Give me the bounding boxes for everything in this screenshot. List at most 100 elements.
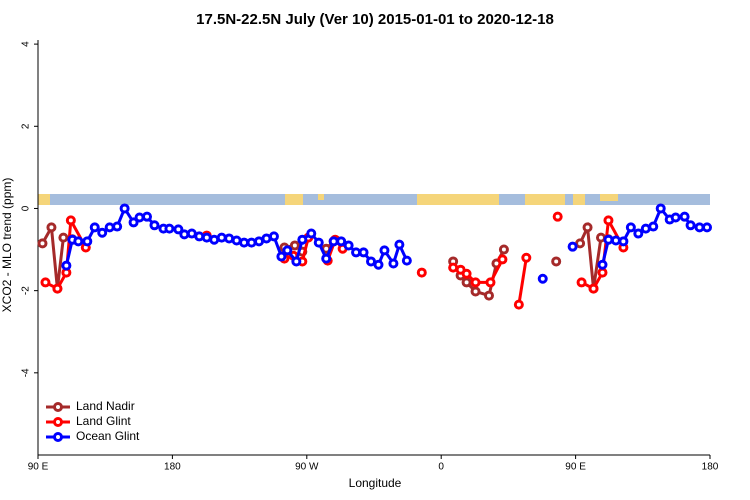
data-point xyxy=(336,236,347,247)
legend-marker xyxy=(53,432,63,442)
data-point xyxy=(483,290,494,301)
data-point xyxy=(73,236,84,247)
data-point xyxy=(173,224,184,235)
data-point xyxy=(575,238,586,249)
data-point xyxy=(104,222,115,233)
data-point xyxy=(485,277,496,288)
x-tick-label: 180 xyxy=(702,462,719,473)
y-tick-label: -4 xyxy=(21,368,32,377)
data-point xyxy=(58,232,69,243)
data-point xyxy=(246,237,257,248)
data-point xyxy=(366,256,377,267)
data-point xyxy=(289,240,300,251)
x-tick-label: 90 W xyxy=(295,462,319,473)
data-point xyxy=(52,283,63,294)
data-point xyxy=(521,252,532,263)
data-point xyxy=(291,256,302,267)
data-point xyxy=(46,222,57,233)
data-point xyxy=(61,260,72,271)
data-point xyxy=(268,231,279,242)
y-tick-label: 2 xyxy=(21,123,32,129)
x-tick-label: 0 xyxy=(438,462,444,473)
data-point xyxy=(194,231,205,242)
legend-marker xyxy=(53,402,63,412)
x-axis-title: Longitude xyxy=(349,476,402,490)
data-point xyxy=(513,299,524,310)
data-point xyxy=(670,212,681,223)
data-point xyxy=(567,241,578,252)
data-point xyxy=(231,235,242,246)
data-point xyxy=(679,211,690,222)
data-point xyxy=(351,247,362,258)
data-point xyxy=(97,227,108,238)
data-point xyxy=(276,251,287,262)
data-point xyxy=(685,220,696,231)
data-point xyxy=(537,273,548,284)
chart-title: 17.5N-22.5N July (Ver 10) 2015-01-01 to … xyxy=(196,11,554,28)
legend-text: Land Glint xyxy=(76,414,131,428)
data-point xyxy=(306,228,317,239)
data-point xyxy=(694,222,705,233)
data-point xyxy=(164,223,175,234)
data-point xyxy=(40,277,51,288)
data-point xyxy=(142,211,153,222)
series xyxy=(40,211,629,310)
data-point xyxy=(461,277,472,288)
x-tick-label: 90 E xyxy=(565,462,586,473)
data-point xyxy=(388,258,399,269)
data-point xyxy=(470,286,481,297)
data-point xyxy=(321,253,332,264)
data-point xyxy=(128,217,139,228)
data-point xyxy=(239,237,250,248)
data-point xyxy=(209,234,220,245)
data-point xyxy=(655,203,666,214)
series-line xyxy=(517,257,528,305)
data-point xyxy=(551,256,562,267)
data-point xyxy=(313,237,324,248)
data-point xyxy=(603,234,614,245)
data-point xyxy=(552,211,563,222)
data-point xyxy=(379,245,390,256)
legend-text: Ocean Glint xyxy=(76,429,140,443)
data-point xyxy=(576,277,587,288)
data-point xyxy=(119,203,130,214)
data-point xyxy=(416,267,427,278)
data-point xyxy=(297,234,308,245)
data-point xyxy=(470,277,481,288)
coastline-strip xyxy=(38,194,710,205)
data-point xyxy=(648,221,659,232)
data-point xyxy=(134,212,145,223)
data-point xyxy=(328,236,339,247)
data-point xyxy=(65,215,76,226)
data-point xyxy=(373,259,384,270)
data-point xyxy=(254,236,265,247)
data-point xyxy=(149,220,160,231)
data-point xyxy=(610,235,621,246)
data-point xyxy=(37,238,48,249)
data-point xyxy=(497,254,508,265)
data-point xyxy=(401,255,412,266)
y-axis-title: XCO2 - MLO trend (ppm) xyxy=(0,178,14,313)
legend-marker xyxy=(53,417,63,427)
y-tick-label: -2 xyxy=(21,286,32,295)
data-point xyxy=(618,236,629,247)
series xyxy=(61,203,713,284)
data-point xyxy=(461,268,472,279)
data-point xyxy=(224,233,235,244)
data-point xyxy=(261,233,272,244)
data-point xyxy=(216,232,227,243)
data-point xyxy=(582,222,593,233)
y-tick-label: 0 xyxy=(21,205,32,211)
legend-text: Land Nadir xyxy=(76,399,135,413)
data-point xyxy=(588,283,599,294)
data-point xyxy=(625,222,636,233)
data-point xyxy=(201,232,212,243)
data-point xyxy=(282,245,293,256)
data-point xyxy=(89,222,100,233)
data-point xyxy=(498,244,509,255)
data-point xyxy=(603,215,614,226)
data-point xyxy=(394,239,405,250)
data-point xyxy=(640,223,651,234)
